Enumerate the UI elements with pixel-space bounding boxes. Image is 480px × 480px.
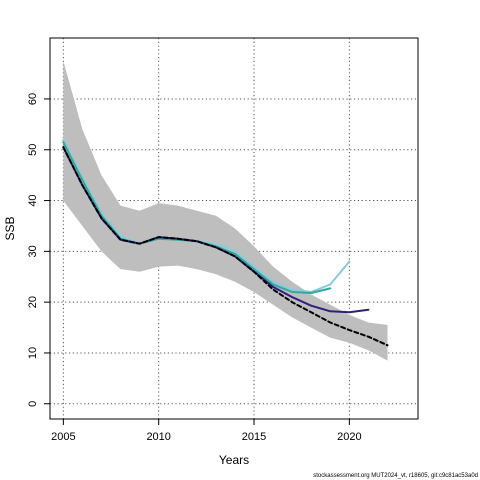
- y-tick-label: 0: [27, 401, 39, 407]
- x-tick-label: 2020: [337, 431, 361, 443]
- y-tick-label: 50: [27, 144, 39, 156]
- series-line-1: [62, 138, 351, 293]
- plot-frame: [49, 37, 419, 420]
- x-axis: 2005 2010 2015 2020: [51, 419, 362, 443]
- confidence-band: [63, 60, 388, 361]
- y-axis: 0 10 20 30 40 50 60: [27, 93, 50, 407]
- y-tick-label: 20: [27, 296, 39, 308]
- y-tick-label: 30: [27, 245, 39, 257]
- series-line-4: [62, 146, 389, 347]
- y-tick-label: 40: [27, 194, 39, 206]
- x-tick-label: 2015: [242, 431, 266, 443]
- x-tick-label: 2010: [146, 431, 170, 443]
- footer-credit: stockassessment.org MUT2024_vt, r18605, …: [313, 473, 478, 479]
- x-axis-title: Years: [219, 453, 249, 467]
- y-axis-title: SSB: [3, 216, 17, 240]
- series-layer: [62, 138, 389, 347]
- x-tick-label: 2005: [51, 431, 75, 443]
- y-tick-label: 60: [27, 93, 39, 105]
- y-tick-label: 10: [27, 347, 39, 359]
- confidence-band-layer: [63, 60, 388, 361]
